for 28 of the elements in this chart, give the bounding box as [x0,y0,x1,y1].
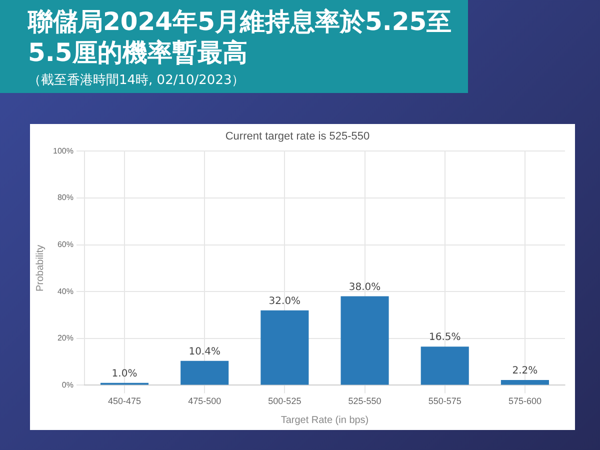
y-tick-label: 20% [57,334,74,343]
bar [260,310,309,385]
bar [180,360,229,385]
bar [500,380,549,385]
text: （截至香港時間14時, 02/10/2023） [28,72,246,89]
x-tick-label: 450-475 [108,396,142,406]
x-tick-label: 475-500 [188,396,222,406]
bar [420,346,469,385]
x-axis-title: Target Rate (in bps) [280,414,369,426]
y-tick-label: 60% [57,240,74,250]
x-tick-label: 575-600 [508,396,542,406]
data-label: 32.0% [268,296,301,307]
data-label: 16.5% [428,332,461,344]
x-tick-label: 500-525 [268,396,302,406]
y-axis-title: Probability [34,244,46,292]
data-label: 10.4% [188,346,220,358]
x-tick-label: 525-550 [348,396,382,406]
y-tick-label: 80% [57,193,74,202]
chart-title: 聯儲局2024年5月維持息率於5.25至5.5厘的機率暫最高 [28,6,453,68]
chart-subtitle: Current target rate is 525-550 [225,130,370,143]
data-label: 1.0% [112,368,138,380]
y-tick-label: 100% [52,146,74,156]
bar [340,296,389,385]
x-tick-label: 550-575 [428,396,462,406]
y-tick-label: 40% [57,286,74,296]
y-tick-label: 0% [62,380,74,390]
data-label: 38.0% [348,282,381,293]
data-label: 2.2% [512,366,538,377]
